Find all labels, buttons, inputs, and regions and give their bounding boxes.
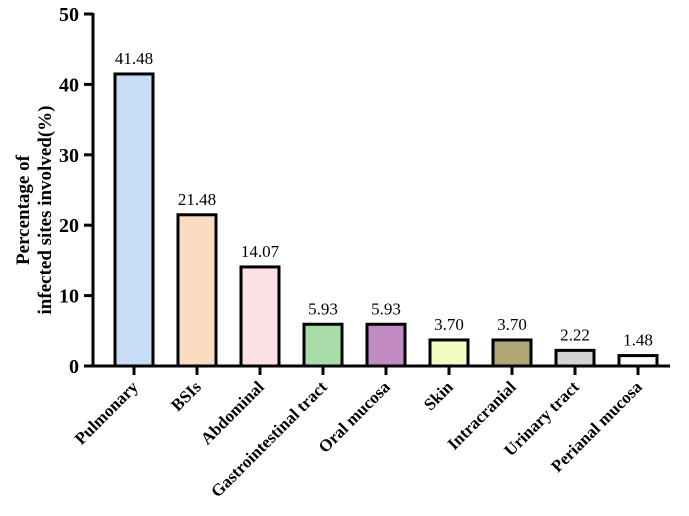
x-tick-label: Skin — [420, 377, 457, 414]
y-axis-ticks: 0 10 20 30 40 50 — [59, 4, 93, 378]
bar — [176, 213, 218, 368]
data-label: 21.48 — [178, 190, 216, 209]
data-label: 14.07 — [241, 242, 280, 261]
y-tick-label: 30 — [59, 145, 79, 167]
bar — [113, 72, 155, 368]
bar — [239, 265, 281, 368]
bar — [554, 348, 596, 368]
axes — [91, 13, 670, 368]
y-tick-label: 50 — [59, 4, 79, 26]
y-axis-title-line-2: infected sites involved(%) — [35, 106, 56, 315]
y-tick-label: 10 — [59, 286, 79, 308]
data-label: 1.48 — [623, 331, 653, 350]
y-tick-label: 40 — [59, 74, 79, 96]
data-label: 2.22 — [560, 325, 590, 344]
data-label: 3.70 — [497, 315, 527, 334]
data-label: 3.70 — [434, 315, 464, 334]
bar — [302, 322, 344, 368]
y-axis-title: Percentage of infected sites involved(%) — [13, 106, 56, 315]
data-label: 5.93 — [308, 299, 338, 318]
y-tick-label: 0 — [69, 356, 79, 378]
bar — [428, 338, 470, 368]
bar — [617, 354, 659, 368]
bar — [365, 322, 407, 368]
bars — [113, 72, 659, 368]
y-tick-label: 20 — [59, 215, 79, 237]
bar — [491, 338, 533, 368]
data-label: 41.48 — [115, 49, 153, 68]
x-tick-label: Pulmonary — [71, 377, 142, 448]
y-axis-title-line-1: Percentage of — [13, 154, 34, 265]
data-label: 5.93 — [371, 299, 401, 318]
data-labels: 41.48 21.48 14.07 5.93 5.93 3.70 3.70 2.22 1.48 — [115, 49, 653, 350]
x-tick-label: Gastrointestinal tract — [207, 377, 331, 501]
x-tick-label: BSIs — [167, 377, 205, 415]
